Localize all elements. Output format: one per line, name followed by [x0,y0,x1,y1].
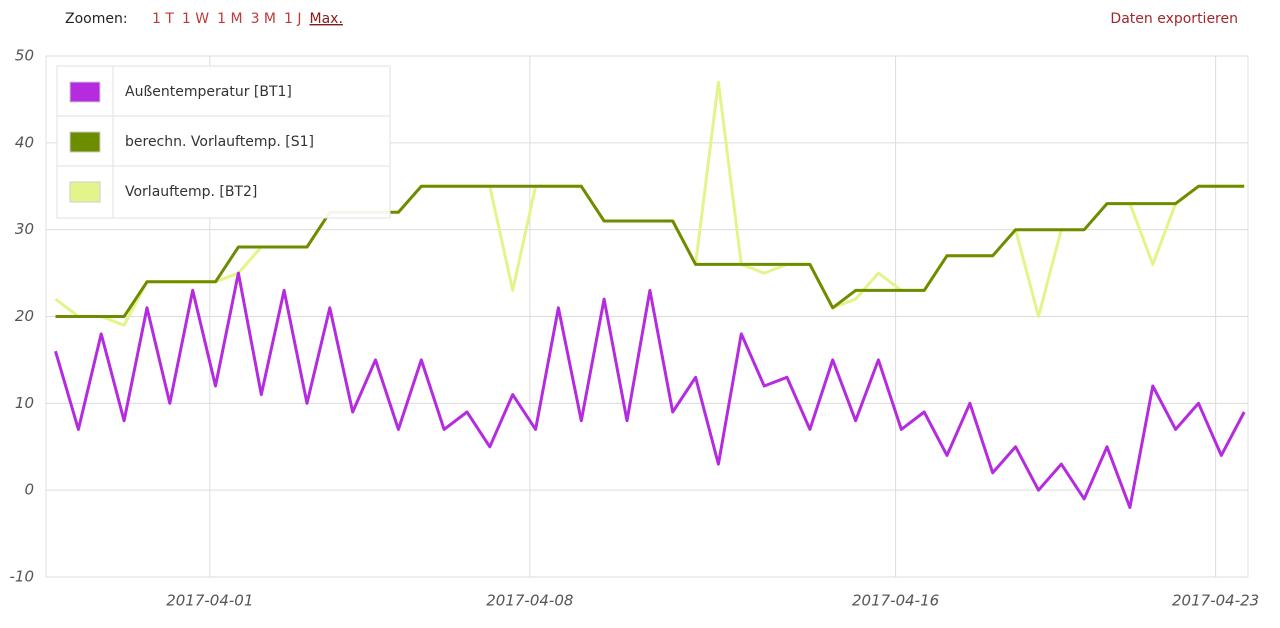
zoom-option[interactable]: 3 M [251,11,276,27]
x-tick-label: 2017-04-23 [1172,592,1259,610]
y-tick-label: 30 [15,220,34,238]
y-tick-label: 10 [15,394,34,412]
zoom-option[interactable]: 1 M [217,11,242,27]
zoom-option[interactable]: 1 T [152,11,174,27]
series-line [54,271,1246,509]
export-link[interactable]: Daten exportieren [1110,11,1238,27]
series-line [55,184,1245,318]
x-tick-label: 2017-04-16 [852,592,939,610]
legend-swatch [69,81,101,103]
legend-label[interactable]: berechn. Vorlauftemp. [S1] [125,134,314,150]
legend-label[interactable]: Vorlauftemp. [BT2] [125,184,257,200]
legend-label[interactable]: Außentemperatur [BT1] [125,84,292,100]
zoom-option[interactable]: Max. [310,11,343,27]
zoom-option[interactable]: 1 J [284,11,302,27]
legend-swatch [69,181,101,203]
x-tick-label: 2017-04-01 [166,592,253,610]
legend-swatch [69,131,101,153]
y-tick-label: 0 [24,481,34,499]
zoom-label: Zoomen: [65,11,128,27]
y-tick-label: 40 [15,133,34,151]
y-tick-label: 20 [15,307,34,325]
zoom-option[interactable]: 1 W [182,11,209,27]
y-tick-label: 50 [15,47,34,65]
x-tick-label: 2017-04-08 [486,592,573,610]
y-tick-label: -10 [10,568,35,586]
